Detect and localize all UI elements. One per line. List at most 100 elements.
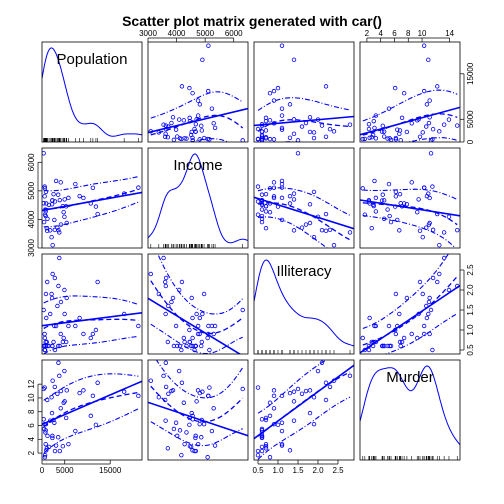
data-point bbox=[416, 197, 421, 202]
tick-label: 15000 bbox=[466, 62, 475, 85]
spread-upper-line bbox=[155, 360, 244, 399]
tick-label: 1.5 bbox=[466, 304, 475, 316]
data-point bbox=[177, 428, 183, 433]
data-point bbox=[299, 391, 305, 396]
data-point bbox=[347, 122, 353, 127]
data-point bbox=[401, 91, 407, 96]
data-point bbox=[45, 433, 50, 439]
data-point bbox=[192, 347, 197, 353]
data-point bbox=[95, 211, 100, 217]
spread-lower-line bbox=[150, 421, 243, 447]
data-point bbox=[42, 385, 47, 390]
data-point bbox=[81, 195, 86, 201]
data-point bbox=[179, 347, 184, 353]
data-point bbox=[367, 135, 372, 140]
data-point bbox=[366, 126, 372, 132]
data-point bbox=[50, 433, 55, 439]
data-point bbox=[372, 323, 377, 329]
data-point bbox=[393, 137, 399, 142]
spread-lower-line bbox=[43, 201, 139, 228]
panel-illiteracy-vs-income bbox=[147, 253, 249, 355]
data-point bbox=[430, 275, 436, 281]
data-point bbox=[388, 343, 394, 349]
data-point bbox=[380, 123, 385, 129]
data-point bbox=[182, 339, 187, 345]
spread-lower-line bbox=[43, 335, 139, 354]
panel-content bbox=[360, 365, 460, 460]
tick-label: 2 bbox=[365, 29, 370, 38]
data-point bbox=[58, 299, 64, 305]
panel-frame bbox=[147, 41, 249, 143]
data-point bbox=[77, 193, 82, 199]
data-point bbox=[381, 343, 387, 349]
data-point bbox=[446, 287, 452, 293]
smoother-line bbox=[257, 119, 351, 132]
data-point bbox=[50, 435, 55, 441]
data-point bbox=[426, 299, 432, 305]
data-point bbox=[179, 84, 185, 89]
data-point bbox=[163, 131, 168, 137]
data-point bbox=[156, 395, 161, 400]
data-point bbox=[267, 455, 273, 460]
data-point bbox=[369, 225, 374, 231]
data-point bbox=[209, 323, 215, 329]
data-point bbox=[255, 184, 261, 189]
data-point bbox=[424, 102, 430, 107]
tick-label: 5000 bbox=[466, 110, 475, 128]
data-point bbox=[399, 339, 405, 345]
data-point bbox=[194, 311, 199, 317]
data-point bbox=[424, 315, 430, 321]
data-point bbox=[327, 384, 333, 390]
tick-label: 6000 bbox=[225, 29, 243, 38]
panel-content bbox=[254, 360, 354, 460]
data-point bbox=[136, 185, 141, 190]
data-point bbox=[291, 191, 297, 196]
spread-upper-line bbox=[43, 373, 139, 401]
data-point bbox=[165, 446, 171, 451]
data-point bbox=[271, 195, 277, 201]
data-point bbox=[201, 291, 207, 297]
tick-label: 10 bbox=[418, 29, 427, 38]
data-point bbox=[263, 118, 269, 124]
tick-label: 4 bbox=[378, 29, 383, 38]
data-point bbox=[57, 373, 62, 379]
data-point bbox=[299, 124, 305, 129]
data-point bbox=[323, 380, 329, 385]
data-point bbox=[193, 435, 198, 441]
data-point bbox=[57, 230, 62, 235]
data-point bbox=[207, 347, 212, 353]
data-point bbox=[209, 428, 215, 434]
data-point bbox=[192, 448, 197, 454]
data-point bbox=[52, 217, 57, 223]
data-point bbox=[206, 323, 211, 329]
data-point bbox=[287, 102, 293, 107]
data-point bbox=[58, 180, 63, 185]
data-point bbox=[52, 448, 58, 454]
panel-murder-vs-illiteracy bbox=[253, 359, 355, 461]
data-point bbox=[379, 198, 385, 203]
data-point bbox=[190, 135, 195, 140]
data-point bbox=[165, 339, 171, 345]
data-point bbox=[426, 57, 431, 63]
data-point bbox=[366, 347, 372, 353]
data-point bbox=[88, 413, 93, 419]
data-point bbox=[387, 343, 392, 349]
data-point bbox=[188, 343, 194, 349]
data-point bbox=[42, 212, 48, 217]
data-point bbox=[430, 347, 435, 353]
data-point bbox=[197, 102, 203, 107]
data-point bbox=[387, 213, 392, 219]
chart-title: Scatter plot matrix generated with car() bbox=[122, 13, 382, 29]
tick-label: 4000 bbox=[27, 210, 36, 228]
data-point bbox=[90, 393, 96, 399]
data-point bbox=[271, 421, 277, 427]
data-point bbox=[193, 433, 198, 439]
data-point bbox=[279, 443, 285, 448]
smoother-line bbox=[257, 202, 351, 241]
data-point bbox=[271, 388, 277, 393]
data-point bbox=[263, 446, 269, 451]
smoother-line bbox=[43, 188, 139, 210]
data-point bbox=[397, 191, 403, 197]
data-point bbox=[360, 186, 365, 191]
panel-content bbox=[148, 153, 248, 248]
